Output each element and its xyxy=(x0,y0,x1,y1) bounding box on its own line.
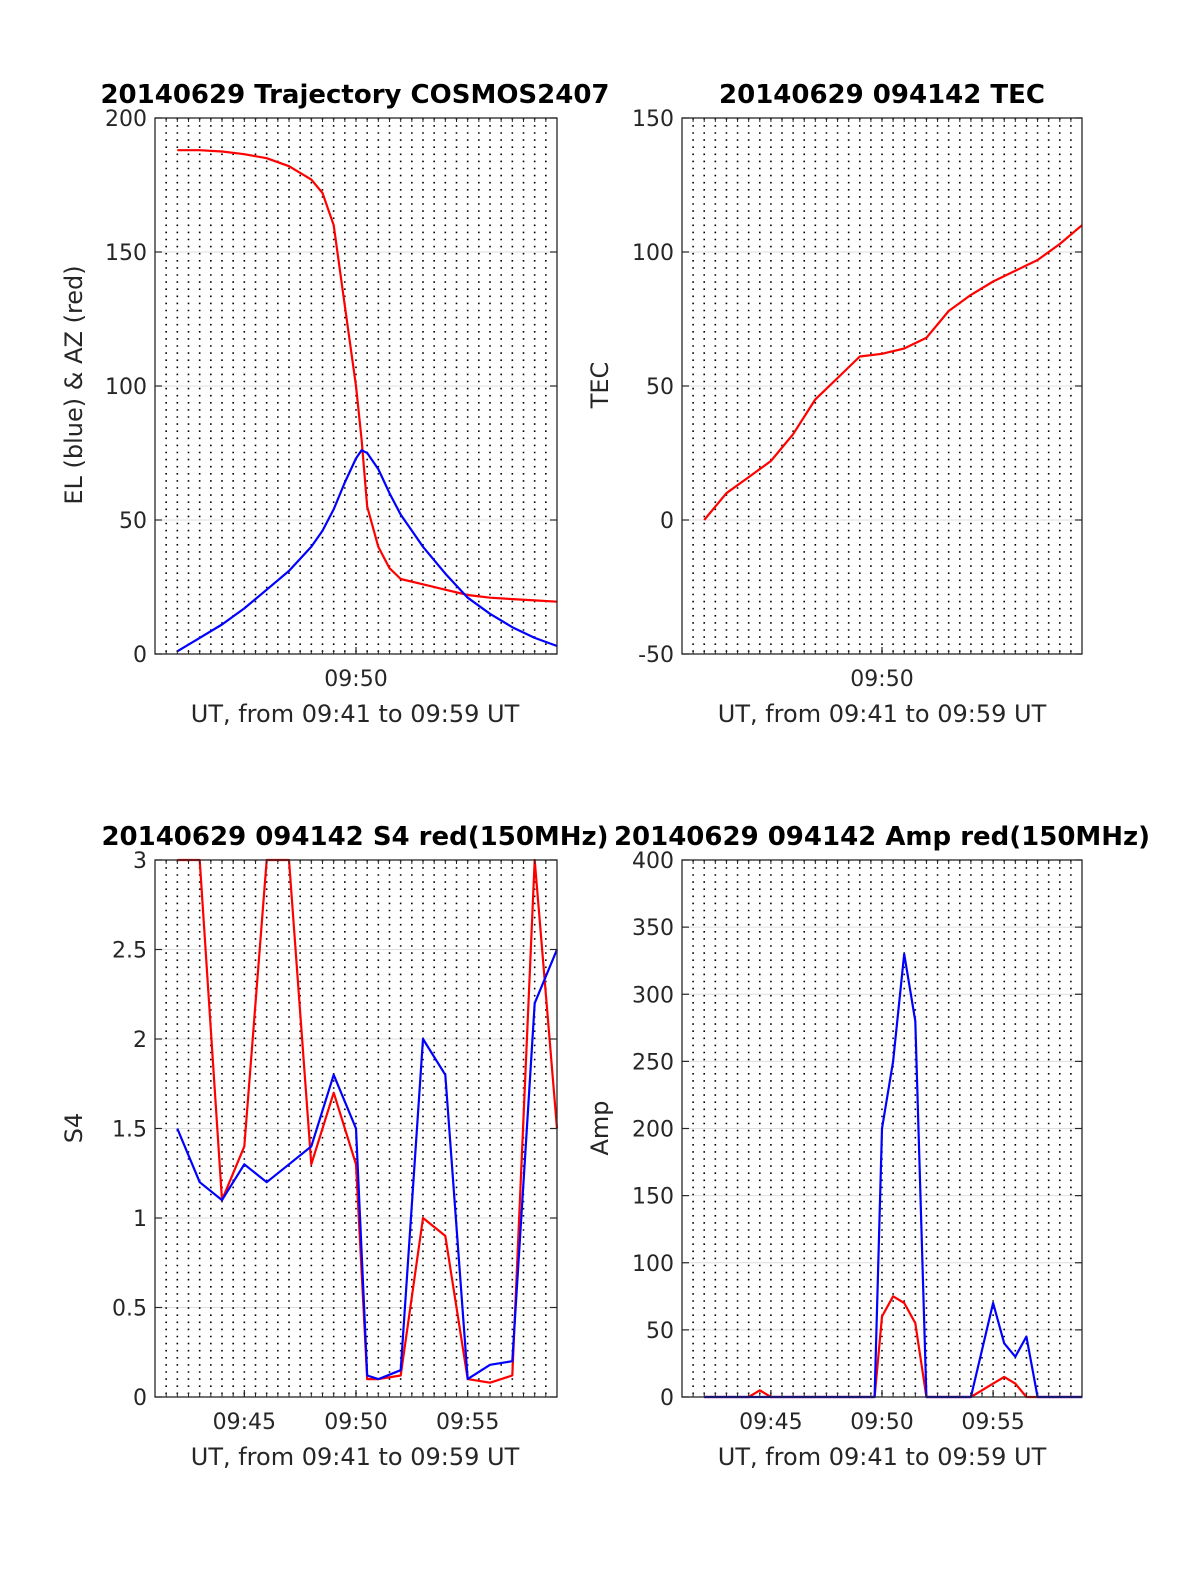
x-axis-label: UT, from 09:41 to 09:59 UT xyxy=(718,1443,1047,1471)
x-tick-label: 09:55 xyxy=(436,1410,499,1435)
panel-tec: 20140629 094142 TEC UT, from 09:41 to 09… xyxy=(586,80,1083,728)
y-tick-label: 0 xyxy=(660,509,674,534)
y-tick-label: 100 xyxy=(632,1252,674,1277)
x-axis-label: UT, from 09:41 to 09:59 UT xyxy=(191,1443,520,1471)
series-line xyxy=(177,149,558,603)
panel-s4: 20140629 094142 S4 red(150MHz) UT, from … xyxy=(60,822,609,1471)
y-tick-label: 350 xyxy=(632,916,674,941)
y-tick-label: 1 xyxy=(133,1207,147,1232)
y-tick-label: 100 xyxy=(632,241,674,266)
y-axis-label: EL (blue) & AZ (red) xyxy=(60,265,88,504)
y-tick-label: 100 xyxy=(105,375,147,400)
panel-title: 20140629 Trajectory COSMOS2407 xyxy=(100,80,609,110)
x-axis-label: UT, from 09:41 to 09:59 UT xyxy=(191,700,520,728)
panel-title: 20140629 094142 S4 red(150MHz) xyxy=(101,822,608,852)
y-tick-label: 0 xyxy=(133,643,147,668)
y-tick-label: 50 xyxy=(646,1319,674,1344)
y-tick-label: 2.5 xyxy=(112,939,147,964)
series-line xyxy=(176,449,558,653)
series-line xyxy=(176,949,559,1381)
series-line xyxy=(703,224,1083,521)
x-tick-label: 09:45 xyxy=(213,1410,276,1435)
plot-area xyxy=(154,117,558,655)
y-axis-label: TEC xyxy=(586,362,614,410)
x-tick-label: 09:50 xyxy=(324,667,387,692)
y-tick-label: 150 xyxy=(632,107,674,132)
y-tick-label: 1.5 xyxy=(112,1118,147,1143)
y-tick-label: -50 xyxy=(638,643,674,668)
x-axis-label: UT, from 09:41 to 09:59 UT xyxy=(718,700,1047,728)
y-axis-label: S4 xyxy=(60,1113,88,1144)
y-tick-label: 0.5 xyxy=(112,1297,147,1322)
series-line xyxy=(177,858,559,1384)
x-tick-label: 09:50 xyxy=(850,667,913,692)
y-tick-label: 0 xyxy=(660,1386,674,1411)
y-tick-label: 150 xyxy=(105,241,147,266)
y-tick-label: 3 xyxy=(133,849,147,874)
y-tick-label: 50 xyxy=(646,375,674,400)
panel-title: 20140629 094142 Amp red(150MHz) xyxy=(614,822,1150,852)
x-tick-label: 09:50 xyxy=(850,1410,913,1435)
x-tick-label: 09:50 xyxy=(324,1410,387,1435)
y-tick-label: 250 xyxy=(632,1050,674,1075)
y-tick-label: 2 xyxy=(133,1028,147,1053)
y-tick-label: 200 xyxy=(632,1118,674,1143)
y-tick-label: 300 xyxy=(632,983,674,1008)
series-line xyxy=(704,1295,1082,1399)
y-tick-label: 400 xyxy=(632,849,674,874)
plot-area xyxy=(154,858,559,1398)
y-tick-label: 50 xyxy=(119,509,147,534)
y-tick-label: 200 xyxy=(105,107,147,132)
x-tick-label: 09:45 xyxy=(739,1410,802,1435)
x-tick-label: 09:55 xyxy=(961,1410,1024,1435)
plot-area xyxy=(681,859,1083,1399)
y-tick-label: 150 xyxy=(632,1185,674,1210)
panel-trajectory: 20140629 Trajectory COSMOS2407 UT, from … xyxy=(60,80,610,728)
panel-amp: 20140629 094142 Amp red(150MHz) UT, from… xyxy=(586,822,1150,1471)
y-axis-label: Amp xyxy=(586,1100,614,1155)
panel-title: 20140629 094142 TEC xyxy=(719,80,1045,110)
plot-area xyxy=(681,117,1083,655)
y-tick-label: 0 xyxy=(133,1386,147,1411)
